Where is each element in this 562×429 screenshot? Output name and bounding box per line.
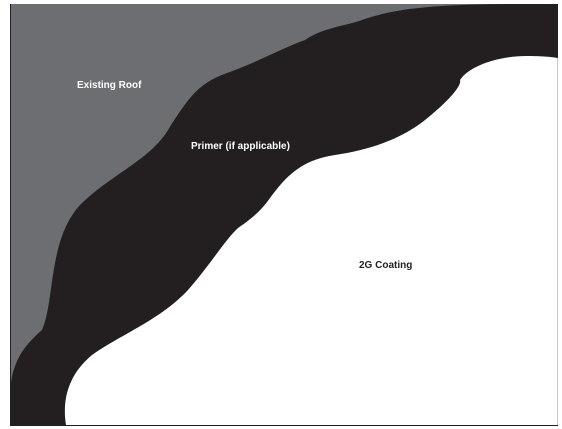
existing-roof-label: Existing Roof	[77, 80, 142, 91]
coating-label: 2G Coating	[359, 260, 412, 271]
coating-layer	[64, 56, 558, 425]
primer-label: Primer (if applicable)	[191, 141, 290, 152]
